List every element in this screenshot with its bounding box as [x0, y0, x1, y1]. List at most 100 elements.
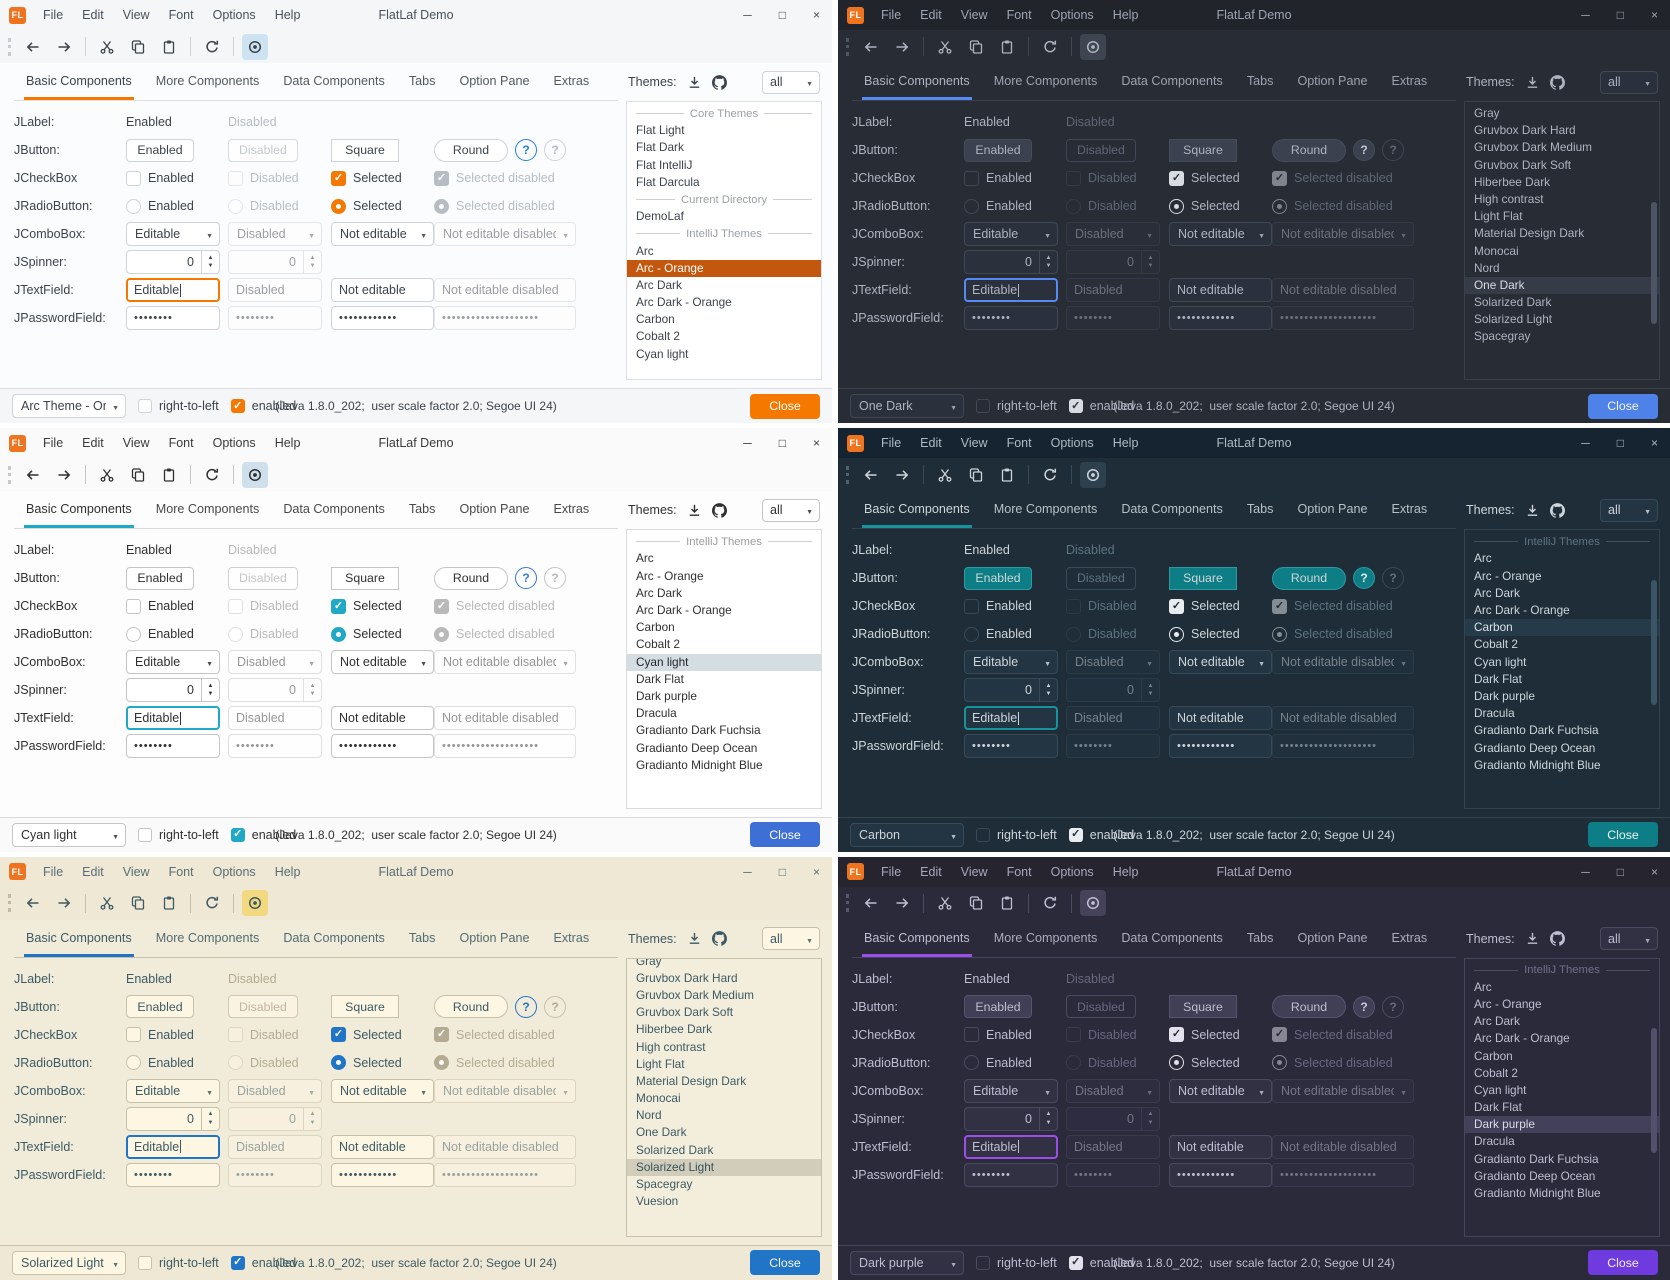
square-button[interactable]: Square: [331, 995, 399, 1019]
spinner-arrows-icon[interactable]: [1039, 251, 1057, 273]
maximize-icon[interactable]: □: [1616, 8, 1624, 22]
enabled-checkbox[interactable]: enabled: [230, 1255, 296, 1270]
theme-list-item-arc-dark[interactable]: Arc Dark: [636, 277, 682, 292]
theme-list-item-dark-purple[interactable]: Dark purple: [1474, 688, 1535, 703]
close-button[interactable]: Close: [1588, 1250, 1658, 1276]
enabled-button[interactable]: Enabled: [126, 138, 194, 162]
theme-list-item-cyan-light[interactable]: Cyan light: [636, 346, 689, 361]
theme-list-item-carbon[interactable]: Carbon: [1474, 1048, 1513, 1063]
tab-data-components[interactable]: Data Components: [283, 502, 385, 517]
theme-list-item-monocai[interactable]: Monocai: [636, 1091, 681, 1106]
combobox-editable[interactable]: Editable: [964, 1078, 1058, 1103]
copy-icon[interactable]: [125, 890, 151, 916]
theme-list-item-arc[interactable]: Arc: [636, 551, 654, 566]
tab-more-components[interactable]: More Components: [993, 502, 1098, 517]
theme-list-item-gruvbox-dark-soft[interactable]: Gruvbox Dark Soft: [636, 1005, 734, 1020]
tab-option-pane[interactable]: Option Pane: [459, 502, 530, 517]
spinner-arrows-icon[interactable]: [1039, 1107, 1057, 1130]
download-icon[interactable]: [687, 75, 702, 90]
menu-edit[interactable]: Edit: [82, 864, 104, 879]
radio-enabled[interactable]: Enabled: [964, 626, 1032, 642]
round-button[interactable]: Round: [434, 995, 508, 1019]
combobox-not-editable[interactable]: Not editable: [1169, 650, 1272, 675]
theme-list-item-gradianto-dark-fuchsia[interactable]: Gradianto Dark Fuchsia: [636, 723, 761, 738]
tab-basic-components[interactable]: Basic Components: [852, 63, 982, 100]
square-button[interactable]: Square: [331, 566, 399, 590]
inspect-eye-icon[interactable]: [1080, 461, 1106, 488]
radio-enabled[interactable]: Enabled: [964, 1055, 1032, 1071]
forward-icon[interactable]: [889, 34, 915, 60]
square-button[interactable]: Square: [1169, 138, 1237, 162]
maximize-icon[interactable]: □: [778, 8, 786, 22]
scrollbar-thumb[interactable]: [1651, 201, 1657, 324]
tab-more-components[interactable]: More Components: [155, 930, 260, 945]
minimize-icon[interactable]: ─: [1581, 436, 1590, 451]
theme-list-item-gradianto-dark-fuchsia[interactable]: Gradianto Dark Fuchsia: [1474, 723, 1599, 738]
theme-list-item-one-dark[interactable]: One Dark: [1465, 276, 1659, 295]
menu-font[interactable]: Font: [1006, 8, 1032, 22]
minimize-icon[interactable]: ─: [1581, 864, 1590, 879]
close-button[interactable]: Close: [750, 822, 820, 848]
checkbox-enabled[interactable]: Enabled: [964, 598, 1032, 614]
tab-option-pane[interactable]: Option Pane: [459, 74, 530, 88]
tab-option-pane[interactable]: Option Pane: [1297, 930, 1368, 945]
toolbar-grip[interactable]: [8, 37, 11, 56]
spinner[interactable]: 0: [964, 678, 1058, 703]
checkbox-selected[interactable]: Selected: [1169, 170, 1240, 186]
passwordfield-not-editable[interactable]: ••••••••••••: [331, 734, 434, 759]
textfield-not-editable[interactable]: Not editable: [331, 706, 434, 731]
help-button[interactable]: ?: [515, 139, 537, 161]
theme-list-item-cyan-light[interactable]: Cyan light: [1474, 1082, 1527, 1097]
theme-select[interactable]: Cyan light: [12, 822, 126, 847]
inspect-eye-icon[interactable]: [1080, 33, 1106, 60]
close-window-icon[interactable]: ×: [1650, 8, 1658, 22]
right-to-left-checkbox[interactable]: right-to-left: [976, 1255, 1057, 1270]
tab-extras[interactable]: Extras: [553, 930, 590, 945]
theme-list-item-gruvbox-dark-medium[interactable]: Gruvbox Dark Medium: [1474, 140, 1593, 155]
theme-list-item-solarized-dark[interactable]: Solarized Dark: [636, 1142, 714, 1157]
theme-list-item-arc-orange[interactable]: Arc - Orange: [1474, 568, 1542, 583]
checkbox-selected[interactable]: Selected: [331, 170, 402, 186]
theme-list-item-gray[interactable]: Gray: [1474, 106, 1500, 120]
theme-select[interactable]: Arc Theme - Orange: [12, 394, 126, 419]
inspect-eye-icon[interactable]: [242, 33, 268, 60]
textfield-not-editable[interactable]: Not editable: [1169, 1134, 1272, 1159]
combobox-not-editable[interactable]: Not editable: [1169, 222, 1272, 246]
enabled-checkbox[interactable]: enabled: [1068, 399, 1134, 414]
passwordfield-not-editable[interactable]: ••••••••••••: [1169, 306, 1272, 330]
theme-select[interactable]: One Dark: [850, 394, 964, 419]
enabled-checkbox[interactable]: enabled: [230, 827, 296, 842]
menu-edit[interactable]: Edit: [82, 8, 104, 22]
right-to-left-checkbox[interactable]: right-to-left: [138, 827, 219, 842]
theme-filter-select[interactable]: all: [762, 498, 820, 522]
square-button[interactable]: Square: [331, 138, 399, 162]
theme-select[interactable]: Dark purple: [850, 1250, 964, 1275]
paste-icon[interactable]: [994, 890, 1020, 916]
tab-basic-components[interactable]: Basic Components: [852, 920, 982, 957]
paste-icon[interactable]: [156, 890, 182, 916]
cut-icon[interactable]: [932, 34, 958, 60]
menu-view[interactable]: View: [122, 436, 150, 451]
passwordfield-not-editable[interactable]: ••••••••••••: [1169, 1162, 1272, 1187]
theme-list-item-solarized-light[interactable]: Solarized Light: [627, 1158, 821, 1177]
tab-tabs[interactable]: Tabs: [408, 930, 436, 945]
toolbar-grip[interactable]: [8, 894, 11, 913]
cut-icon[interactable]: [94, 890, 120, 916]
radio-enabled[interactable]: Enabled: [964, 198, 1032, 214]
theme-list-item-high-contrast[interactable]: High contrast: [1474, 191, 1544, 206]
theme-filter-select[interactable]: all: [1600, 927, 1658, 951]
menu-options[interactable]: Options: [212, 436, 256, 451]
close-button[interactable]: Close: [750, 1250, 820, 1276]
forward-icon[interactable]: [889, 890, 915, 916]
close-window-icon[interactable]: ×: [1650, 864, 1658, 879]
theme-list-item-nord[interactable]: Nord: [1474, 260, 1500, 275]
spinner[interactable]: 0: [964, 1106, 1058, 1131]
square-button[interactable]: Square: [1169, 566, 1237, 590]
checkbox-enabled[interactable]: Enabled: [964, 1027, 1032, 1043]
refresh-icon[interactable]: [199, 890, 225, 916]
enabled-button[interactable]: Enabled: [126, 566, 194, 590]
tab-tabs[interactable]: Tabs: [1246, 930, 1274, 945]
checkbox-selected[interactable]: Selected: [331, 1027, 402, 1043]
enabled-button[interactable]: Enabled: [964, 138, 1032, 162]
refresh-icon[interactable]: [1037, 890, 1063, 916]
